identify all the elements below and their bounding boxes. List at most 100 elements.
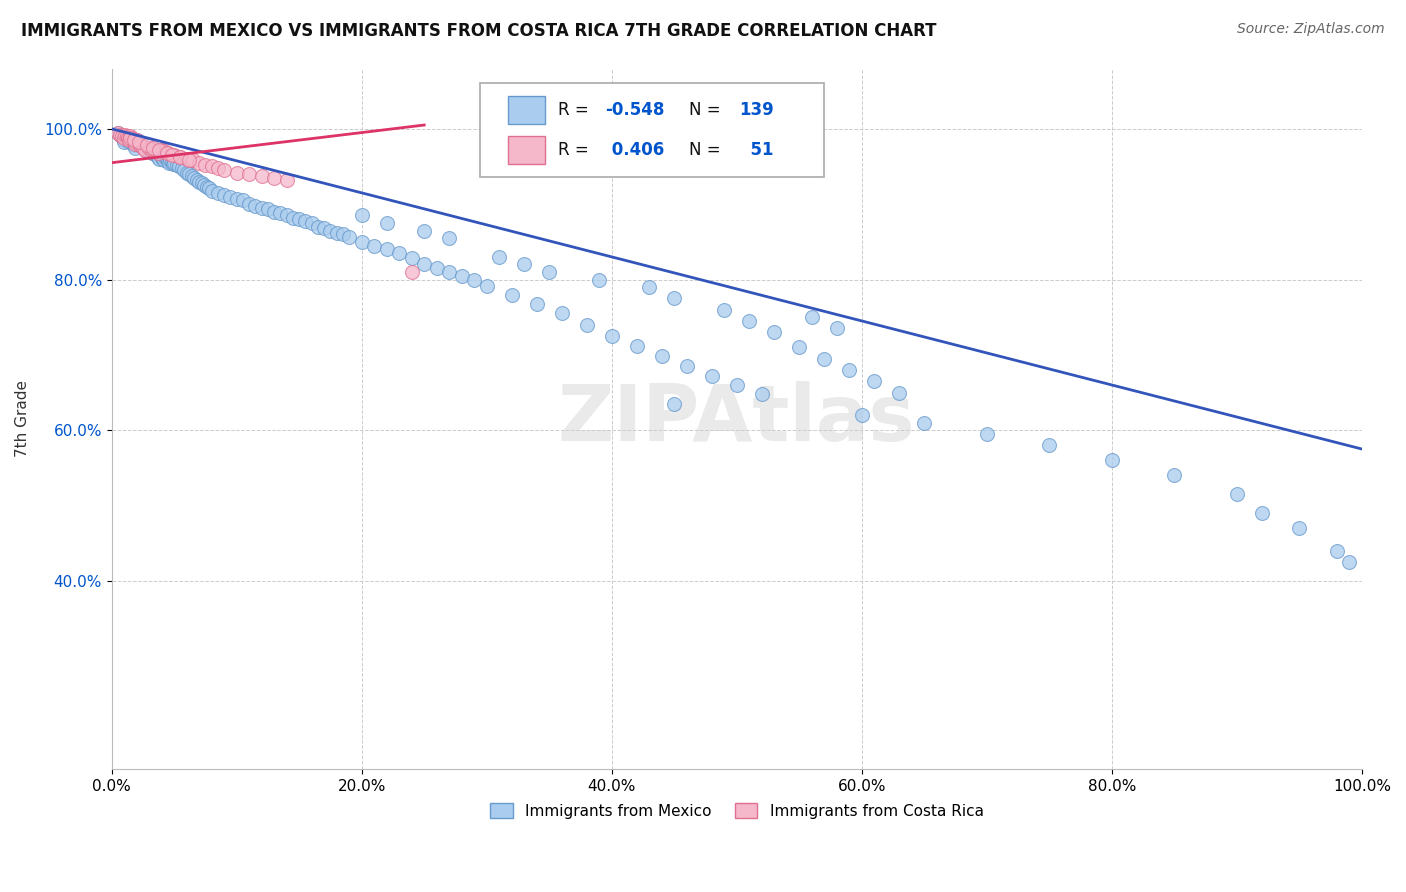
Point (207, 161, 229, 175)
Point (375, 243, 398, 257)
Point (114, 129, 136, 144)
Point (169, 150, 191, 164)
Point (148, 143, 170, 157)
Point (162, 157, 184, 171)
Point (122, 135, 145, 149)
Point (156, 145, 179, 160)
Point (139, 145, 162, 159)
Point (153, 153, 176, 168)
Point (181, 153, 204, 168)
Point (193, 178, 215, 193)
Point (142, 141, 165, 155)
Point (114, 128, 136, 142)
Text: ZIPAtlas: ZIPAtlas (558, 381, 915, 457)
Point (325, 226, 347, 240)
Point (219, 189, 242, 203)
Point (350, 209, 373, 223)
Text: 51: 51 (740, 141, 773, 159)
Point (179, 153, 201, 168)
Point (128, 136, 150, 151)
Point (143, 145, 166, 160)
Point (789, 340, 811, 354)
Point (125, 136, 148, 150)
Point (118, 136, 141, 150)
Point (156, 154, 179, 169)
Point (122, 138, 145, 153)
Point (179, 167, 201, 181)
Point (288, 212, 311, 227)
Point (337, 229, 360, 244)
Point (170, 161, 193, 175)
Point (120, 131, 142, 145)
Point (437, 265, 460, 279)
Point (314, 221, 336, 235)
Point (166, 158, 188, 172)
Point (588, 272, 610, 286)
Point (638, 280, 661, 294)
Point (225, 165, 247, 179)
Point (232, 194, 254, 208)
Point (488, 250, 510, 264)
Point (155, 150, 177, 164)
Point (148, 152, 170, 166)
Point (350, 235, 373, 249)
Point (110, 128, 132, 142)
Point (173, 163, 195, 178)
Point (120, 131, 142, 145)
Point (146, 145, 169, 160)
Point (1326, 543, 1348, 558)
Point (207, 186, 229, 200)
Point (263, 170, 285, 185)
Point (129, 138, 152, 153)
Point (142, 143, 165, 157)
Point (301, 216, 323, 230)
Point (145, 146, 167, 161)
Point (183, 170, 205, 185)
Point (117, 131, 139, 145)
Point (238, 167, 260, 181)
Point (1163, 468, 1185, 483)
Point (115, 131, 138, 145)
Point (127, 136, 149, 151)
Point (269, 206, 291, 220)
Point (136, 141, 159, 155)
Point (107, 126, 129, 140)
Point (117, 133, 139, 147)
Point (132, 139, 155, 153)
Point (188, 175, 211, 189)
Point (115, 129, 138, 144)
Point (152, 152, 174, 166)
Point (201, 184, 224, 198)
Point (186, 173, 208, 187)
Point (401, 252, 423, 266)
Point (212, 188, 235, 202)
Text: 139: 139 (740, 101, 775, 119)
Point (813, 351, 835, 366)
Bar (508, 95, 546, 124)
Point (501, 287, 523, 301)
Point (127, 135, 149, 149)
Text: 0.406: 0.406 (606, 141, 664, 159)
Point (120, 133, 142, 147)
Point (463, 272, 485, 286)
Point (153, 145, 176, 159)
Point (176, 165, 198, 179)
Point (129, 136, 152, 150)
Point (600, 329, 623, 343)
Point (160, 155, 183, 169)
Point (450, 268, 472, 283)
Point (1038, 438, 1060, 452)
Point (134, 143, 156, 157)
Point (125, 133, 148, 147)
Point (751, 387, 773, 401)
Point (725, 378, 748, 392)
Point (276, 173, 298, 187)
Point (276, 209, 298, 223)
Point (294, 214, 316, 228)
Point (194, 158, 217, 172)
Point (145, 145, 167, 159)
Point (475, 278, 498, 293)
Point (146, 150, 169, 164)
Y-axis label: 7th Grade: 7th Grade (15, 380, 30, 458)
Point (1288, 521, 1310, 535)
